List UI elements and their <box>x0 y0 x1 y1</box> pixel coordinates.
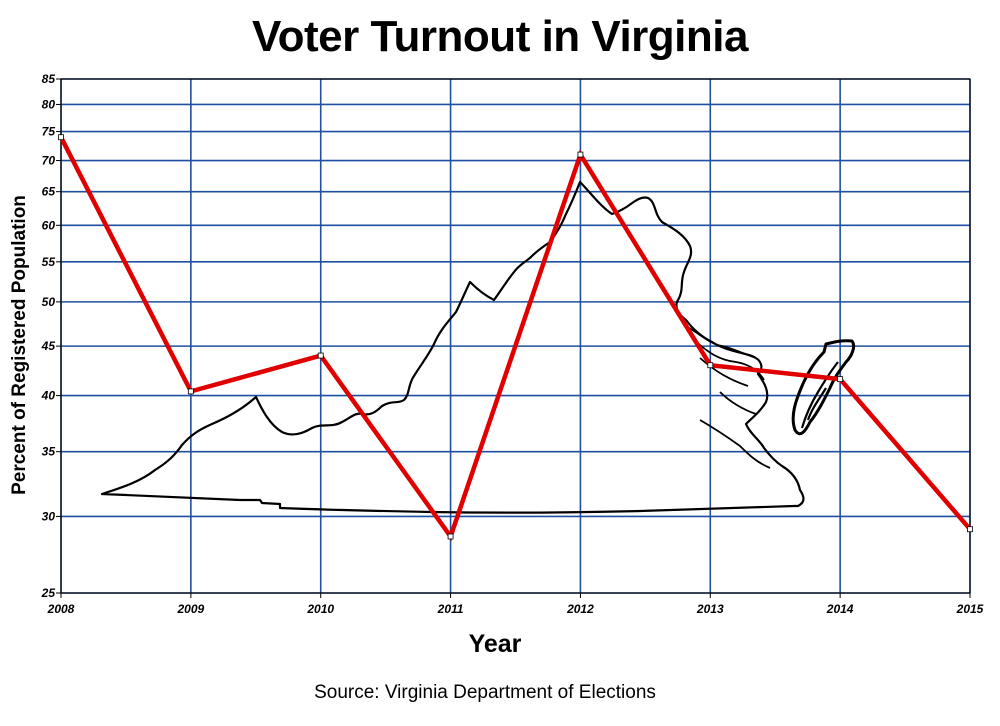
x-tick-label: 2013 <box>696 602 724 616</box>
y-axis-label: Percent of Registered Population <box>9 195 30 495</box>
data-point <box>187 388 194 395</box>
y-tick-label: 25 <box>41 586 56 600</box>
virginia-map-outline <box>100 180 856 514</box>
y-tick-label: 65 <box>42 185 56 199</box>
data-point <box>967 526 973 533</box>
axes: 25 30 35 40 45 50 55 60 65 70 75 80 85 2008 2009 2010 20… <box>41 72 984 616</box>
x-tick-label: 2010 <box>306 602 334 616</box>
data-point <box>317 352 324 359</box>
y-tick-label: 80 <box>42 97 56 111</box>
y-tick-label: 55 <box>42 255 56 269</box>
x-tick-label: 2011 <box>437 602 464 616</box>
data-point <box>447 533 454 540</box>
series-layer <box>58 134 973 542</box>
data-point <box>707 362 714 369</box>
chart-title: Voter Turnout in Virginia <box>252 12 748 61</box>
y-tick-label: 70 <box>42 154 56 168</box>
data-point <box>837 376 844 383</box>
x-tick-label: 2008 <box>47 602 75 616</box>
plot-frame <box>60 78 971 594</box>
series-line <box>58 136 972 542</box>
x-tick-label: 2012 <box>566 602 594 616</box>
y-tick-label: 60 <box>42 218 56 232</box>
source-note: Source: Virginia Department of Elections <box>314 682 656 703</box>
y-tick-label: 85 <box>42 72 56 86</box>
x-axis-label: Year <box>468 630 522 658</box>
x-tick-label: 2009 <box>177 602 205 616</box>
y-tick-label: 75 <box>42 125 56 139</box>
x-tick-label: 2015 <box>956 602 984 616</box>
data-point <box>58 134 64 141</box>
y-tick-label: 45 <box>41 339 56 353</box>
data-point <box>577 151 584 158</box>
y-tick-label: 35 <box>42 445 56 459</box>
grid <box>60 78 971 594</box>
y-tick-label: 30 <box>42 509 56 523</box>
y-tick-label: 50 <box>42 295 56 309</box>
y-tick-label: 40 <box>41 389 56 403</box>
x-tick-label: 2014 <box>826 602 854 616</box>
